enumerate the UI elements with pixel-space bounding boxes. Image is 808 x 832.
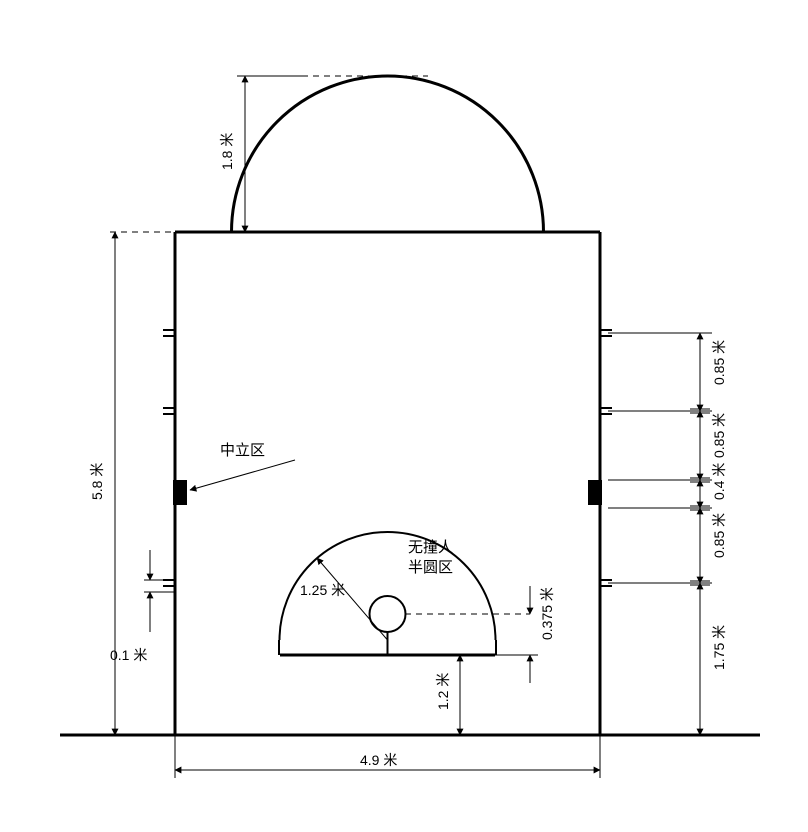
label-right-seg-5: 1.75 米 (711, 625, 727, 670)
label-hoop-offset: 0.375 米 (539, 587, 555, 640)
label-bb-base: 1.2 米 (435, 673, 451, 710)
label-no-charge-radius: 1.25 米 (300, 582, 345, 598)
label-court-width: 4.9 米 (360, 752, 397, 768)
label-neutral-zone: 中立区 (220, 442, 265, 459)
label-right-seg-1: 0.85 米 (711, 340, 727, 385)
label-right-seg-4: 0.85 米 (711, 513, 727, 558)
label-top-arc: 1.8 米 (219, 133, 235, 170)
label-no-charge-1: 无撞人 (408, 538, 453, 556)
label-right-seg-3: 0.4 米 (711, 463, 727, 500)
label-tick-left: 0.1 米 (110, 647, 147, 663)
label-right-seg-2: 0.85 米 (711, 413, 727, 458)
court-diagram: 1.8 米 5.8 米 4.9 米 中立区无撞人半圆区 1.25 米 0.1 米 0.375… (0, 0, 808, 832)
label-no-charge-2: 半圆区 (408, 559, 453, 576)
label-court-height: 5.8 米 (89, 463, 105, 500)
